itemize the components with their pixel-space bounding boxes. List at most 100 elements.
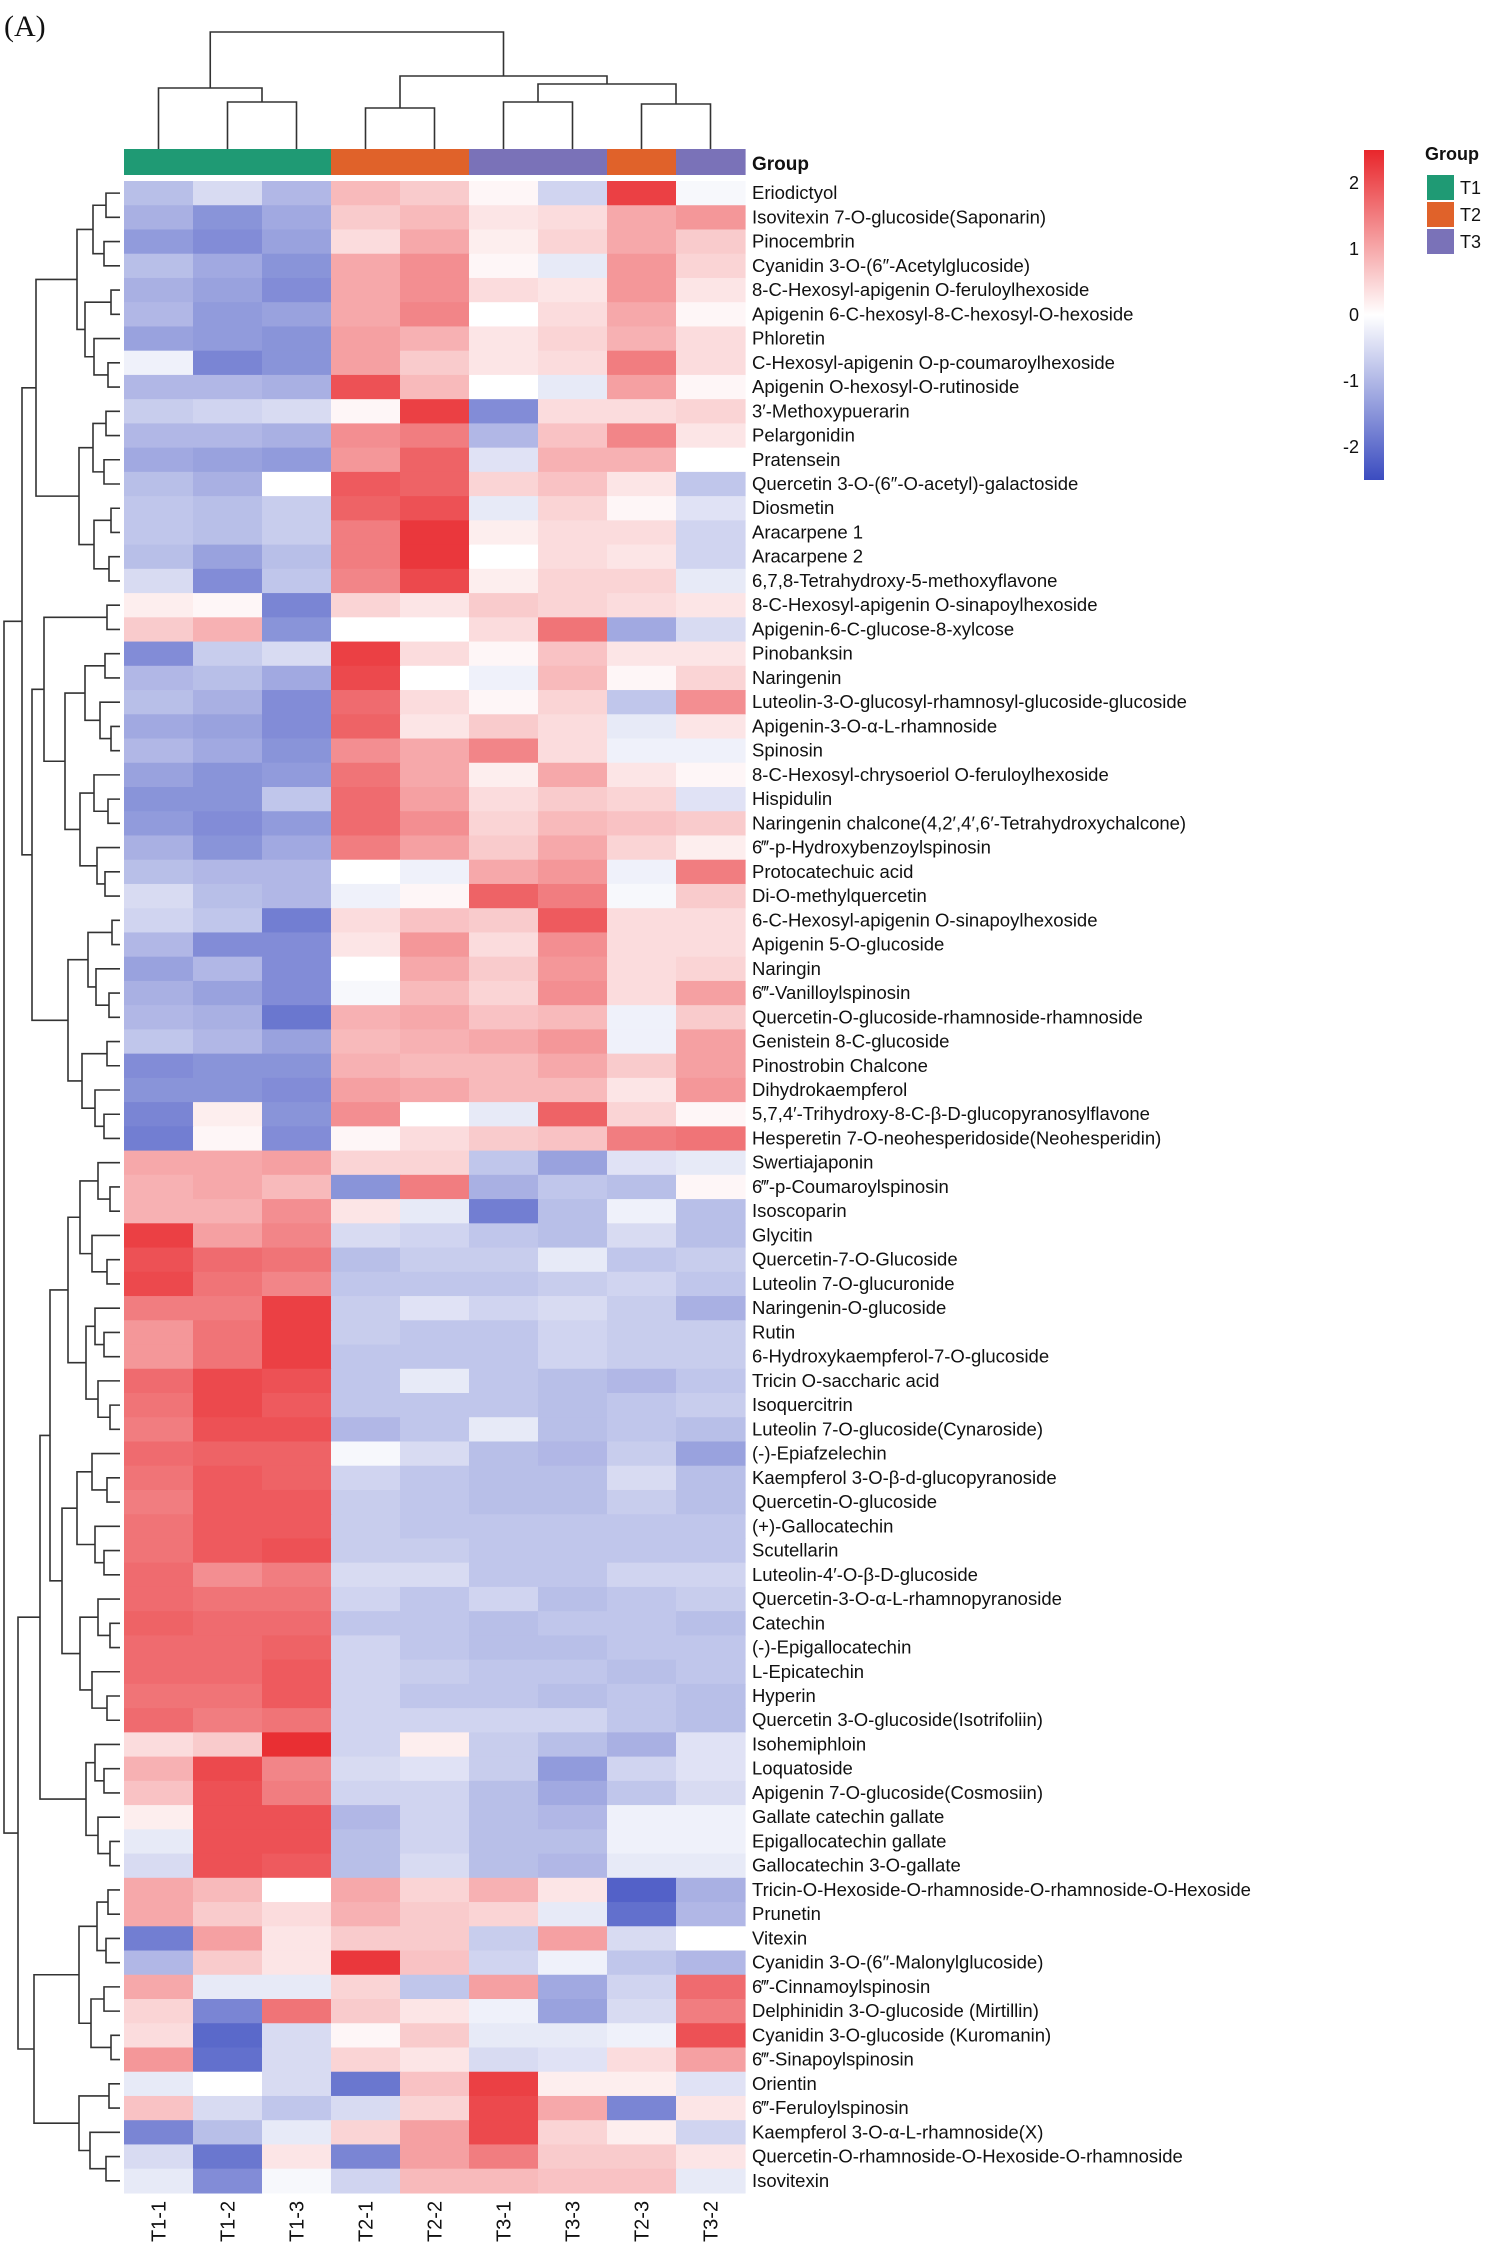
- heatmap-cell: [262, 181, 332, 206]
- heatmap-cell: [193, 2144, 263, 2170]
- heatmap-cell: [676, 1635, 746, 1661]
- heatmap-cell: [124, 641, 194, 667]
- row-label: (+)-Gallocatechin: [752, 1515, 893, 1536]
- heatmap-cell: [538, 1053, 608, 1079]
- heatmap-cell: [607, 1514, 677, 1540]
- heatmap-cell: [400, 1489, 470, 1515]
- heatmap-cell: [400, 762, 470, 788]
- heatmap-cell: [538, 496, 608, 521]
- row-label: Rutin: [752, 1321, 795, 1342]
- heatmap-cell: [676, 1296, 746, 1321]
- heatmap-cell: [193, 859, 263, 885]
- heatmap-cell: [607, 932, 677, 958]
- heatmap-cell: [469, 1199, 539, 1224]
- row-dendrogram-branch: [104, 871, 120, 897]
- heatmap-cell: [331, 447, 401, 473]
- heatmap-cell: [469, 399, 539, 424]
- row-dendrogram-branch: [94, 1525, 120, 1564]
- heatmap-cell: [331, 2168, 401, 2194]
- heatmap-cell: [331, 1489, 401, 1515]
- heatmap-cell: [193, 1465, 263, 1491]
- row-label: Orientin: [752, 2073, 817, 2094]
- row-label: Spinosin: [752, 740, 823, 761]
- heatmap-cell: [607, 956, 677, 982]
- heatmap-cell: [262, 1586, 332, 1612]
- heatmap-cell: [538, 277, 608, 303]
- row-dendrogram-branch: [103, 240, 120, 267]
- heatmap-cell: [400, 1417, 470, 1443]
- heatmap-cell: [262, 617, 332, 643]
- heatmap-cell: [676, 1514, 746, 1540]
- heatmap-cell: [124, 1223, 194, 1249]
- row-label: Pinocembrin: [752, 231, 855, 252]
- heatmap-cell: [331, 1999, 401, 2024]
- heatmap-cell: [469, 1538, 539, 1564]
- heatmap-cell: [262, 1514, 332, 1540]
- heatmap-cell: [262, 1247, 332, 1273]
- row-label: Phloretin: [752, 328, 825, 349]
- row-label: Aracarpene 1: [752, 521, 863, 542]
- color-scale-tick-label: 2: [1349, 173, 1359, 193]
- heatmap-cell: [124, 1877, 194, 1903]
- heatmap-cell: [469, 1999, 539, 2024]
- heatmap-cell: [124, 1247, 194, 1273]
- row-label: Isovitexin 7-O-glucoside(Saponarin): [752, 206, 1046, 227]
- row-label: Apigenin 6-C-hexosyl-8-C-hexosyl-O-hexos…: [752, 303, 1133, 324]
- heatmap-cell: [262, 1999, 332, 2024]
- heatmap-cell: [676, 1417, 746, 1443]
- row-dendrogram-branch: [94, 1743, 120, 1782]
- heatmap-cell: [400, 568, 470, 594]
- heatmap-cell: [262, 1368, 332, 1394]
- row-label: Gallate catechin gallate: [752, 1806, 944, 1827]
- heatmap-cell: [538, 1877, 608, 1903]
- heatmap-cell: [262, 859, 332, 885]
- heatmap-cell: [469, 374, 539, 400]
- row-label: Protocatechuic acid: [752, 861, 913, 882]
- heatmap-cell: [400, 1635, 470, 1661]
- row-label: Pinobanksin: [752, 643, 853, 664]
- row-label: 5,7,4′-Trihydroxy-8-C-β-D-glucopyranosyl…: [752, 1103, 1150, 1124]
- heatmap-cell: [331, 1126, 401, 1152]
- heatmap-cell: [607, 1683, 677, 1709]
- row-label: 6‴-Sinapoylspinosin: [752, 2049, 914, 2070]
- row-dendrogram-branch: [91, 1452, 120, 1491]
- heatmap-cell: [400, 374, 470, 400]
- heatmap-cell: [331, 1247, 401, 1273]
- row-dendrogram-branch: [79, 1616, 98, 1691]
- heatmap-cell: [469, 496, 539, 521]
- heatmap-cell: [124, 1926, 194, 1952]
- heatmap-cell: [193, 883, 263, 909]
- heatmap-cell: [193, 1514, 263, 1540]
- heatmap-cell: [193, 471, 263, 497]
- row-dendrogram-branch: [85, 1325, 98, 1400]
- heatmap-cell: [607, 1950, 677, 1976]
- heatmap-cell: [676, 1732, 746, 1758]
- heatmap-cell: [124, 1077, 194, 1103]
- heatmap-cell: [607, 1102, 677, 1127]
- heatmap-cell: [193, 399, 263, 424]
- heatmap-cell: [262, 1659, 332, 1685]
- column-label: T3-2: [701, 2201, 723, 2242]
- heatmap-cell: [607, 277, 677, 303]
- heatmap-cell: [331, 1053, 401, 1079]
- row-label: C-Hexosyl-apigenin O-p-coumaroylhexoside: [752, 352, 1115, 373]
- heatmap-cell: [262, 1853, 332, 1879]
- row-label: Delphinidin 3-O-glucoside (Mirtillin): [752, 2000, 1039, 2021]
- row-dendrogram-branch: [97, 1816, 120, 1855]
- heatmap-cell: [469, 277, 539, 303]
- heatmap-cell: [538, 908, 608, 934]
- heatmap-cell: [193, 1999, 263, 2024]
- heatmap-cell: [607, 205, 677, 231]
- row-label: Dihydrokaempferol: [752, 1079, 907, 1100]
- heatmap-cell: [607, 1974, 677, 2000]
- heatmap-cell: [676, 1805, 746, 1830]
- heatmap-cell: [469, 1489, 539, 1515]
- heatmap-cell: [676, 1659, 746, 1685]
- heatmap-cell: [262, 1732, 332, 1758]
- heatmap-cell: [607, 1611, 677, 1636]
- heatmap-cell: [469, 2168, 539, 2194]
- heatmap-cell: [262, 956, 332, 982]
- heatmap-cell: [607, 181, 677, 206]
- heatmap-cell: [331, 253, 401, 279]
- row-label: Hesperetin 7-O-neohesperidoside(Neohespe…: [752, 1127, 1161, 1148]
